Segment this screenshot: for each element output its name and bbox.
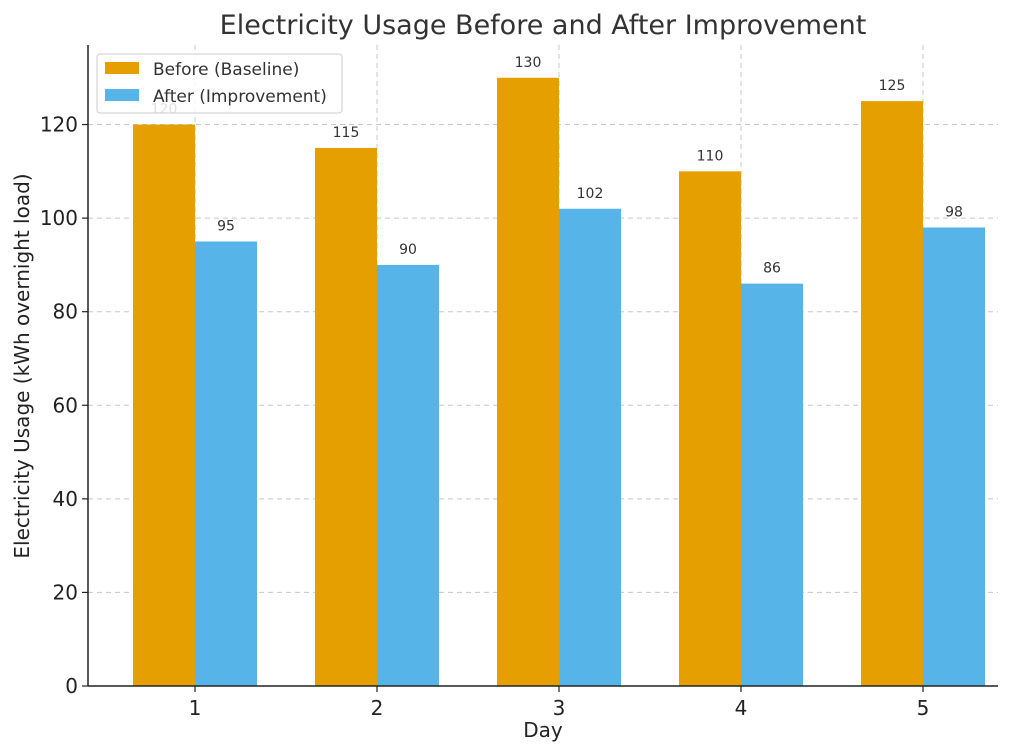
- bar-after: [923, 227, 985, 686]
- bar-before: [497, 77, 559, 686]
- bar-before: [679, 171, 741, 686]
- bar-before: [861, 101, 923, 686]
- y-axis-label: Electricity Usage (kWh overnight load): [10, 173, 34, 558]
- data-label: 95: [217, 219, 235, 235]
- x-tick-label: 1: [189, 696, 202, 720]
- bar-after: [559, 208, 621, 686]
- y-tick-label: 40: [53, 487, 78, 511]
- legend: Before (Baseline) After (Improvement): [96, 53, 343, 114]
- data-label: 115: [333, 125, 360, 141]
- bar-before: [133, 124, 195, 686]
- data-label: 125: [879, 78, 906, 94]
- legend-label-after: After (Improvement): [153, 87, 327, 107]
- y-tick-label: 120: [40, 113, 78, 137]
- legend-label-before: Before (Baseline): [153, 60, 299, 80]
- data-labels: 12011513011012595901028698: [151, 55, 963, 277]
- x-tick-label: 4: [735, 696, 748, 720]
- y-tick-label: 20: [53, 580, 78, 604]
- data-label: 98: [945, 204, 963, 220]
- data-label: 130: [515, 55, 542, 71]
- y-tick-label: 100: [40, 206, 78, 230]
- x-axis-label: Day: [523, 718, 563, 742]
- bar-after: [195, 241, 257, 686]
- y-tick-label: 80: [53, 300, 78, 324]
- bar-before: [315, 147, 377, 686]
- data-label: 90: [399, 242, 417, 258]
- x-tick-label: 2: [371, 696, 384, 720]
- bars: [133, 77, 985, 686]
- axes: 0 20 40 60 80 100 120 1 2 3 4 5: [40, 45, 998, 720]
- legend-frame: [96, 53, 343, 114]
- y-tick-label: 0: [65, 674, 78, 698]
- bar-after: [741, 283, 803, 686]
- y-tick-label: 60: [53, 393, 78, 417]
- x-tick-label: 5: [917, 696, 930, 720]
- legend-swatch-after: [105, 89, 139, 101]
- legend-swatch-before: [105, 62, 139, 74]
- chart-title: Electricity Usage Before and After Impro…: [220, 10, 867, 41]
- data-label: 110: [697, 148, 724, 164]
- data-label: 102: [577, 186, 604, 202]
- data-label: 86: [763, 261, 781, 277]
- bar-after: [377, 264, 439, 686]
- x-tick-label: 3: [553, 696, 566, 720]
